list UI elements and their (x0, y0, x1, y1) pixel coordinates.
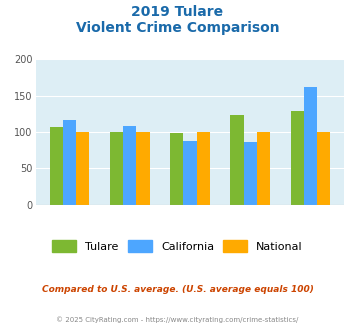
Legend: Tulare, California, National: Tulare, California, National (48, 236, 307, 257)
Bar (290, 111, 304, 205)
Bar (123, 126, 136, 205)
Bar (304, 87, 317, 205)
Text: © 2025 CityRating.com - https://www.cityrating.com/crime-statistics/: © 2025 CityRating.com - https://www.city… (56, 317, 299, 323)
Bar (244, 142, 257, 205)
Bar (76, 132, 89, 205)
Bar (50, 127, 63, 205)
Bar (136, 132, 149, 205)
Bar (183, 142, 197, 205)
Bar (170, 133, 183, 205)
Text: 2019 Tulare: 2019 Tulare (131, 5, 224, 19)
Text: Compared to U.S. average. (U.S. average equals 100): Compared to U.S. average. (U.S. average … (42, 285, 313, 294)
Bar (110, 132, 123, 205)
Bar (197, 132, 210, 205)
Bar (317, 132, 330, 205)
Text: Violent Crime Comparison: Violent Crime Comparison (76, 21, 279, 35)
Bar (230, 115, 244, 205)
Bar (63, 120, 76, 205)
Bar (257, 132, 270, 205)
